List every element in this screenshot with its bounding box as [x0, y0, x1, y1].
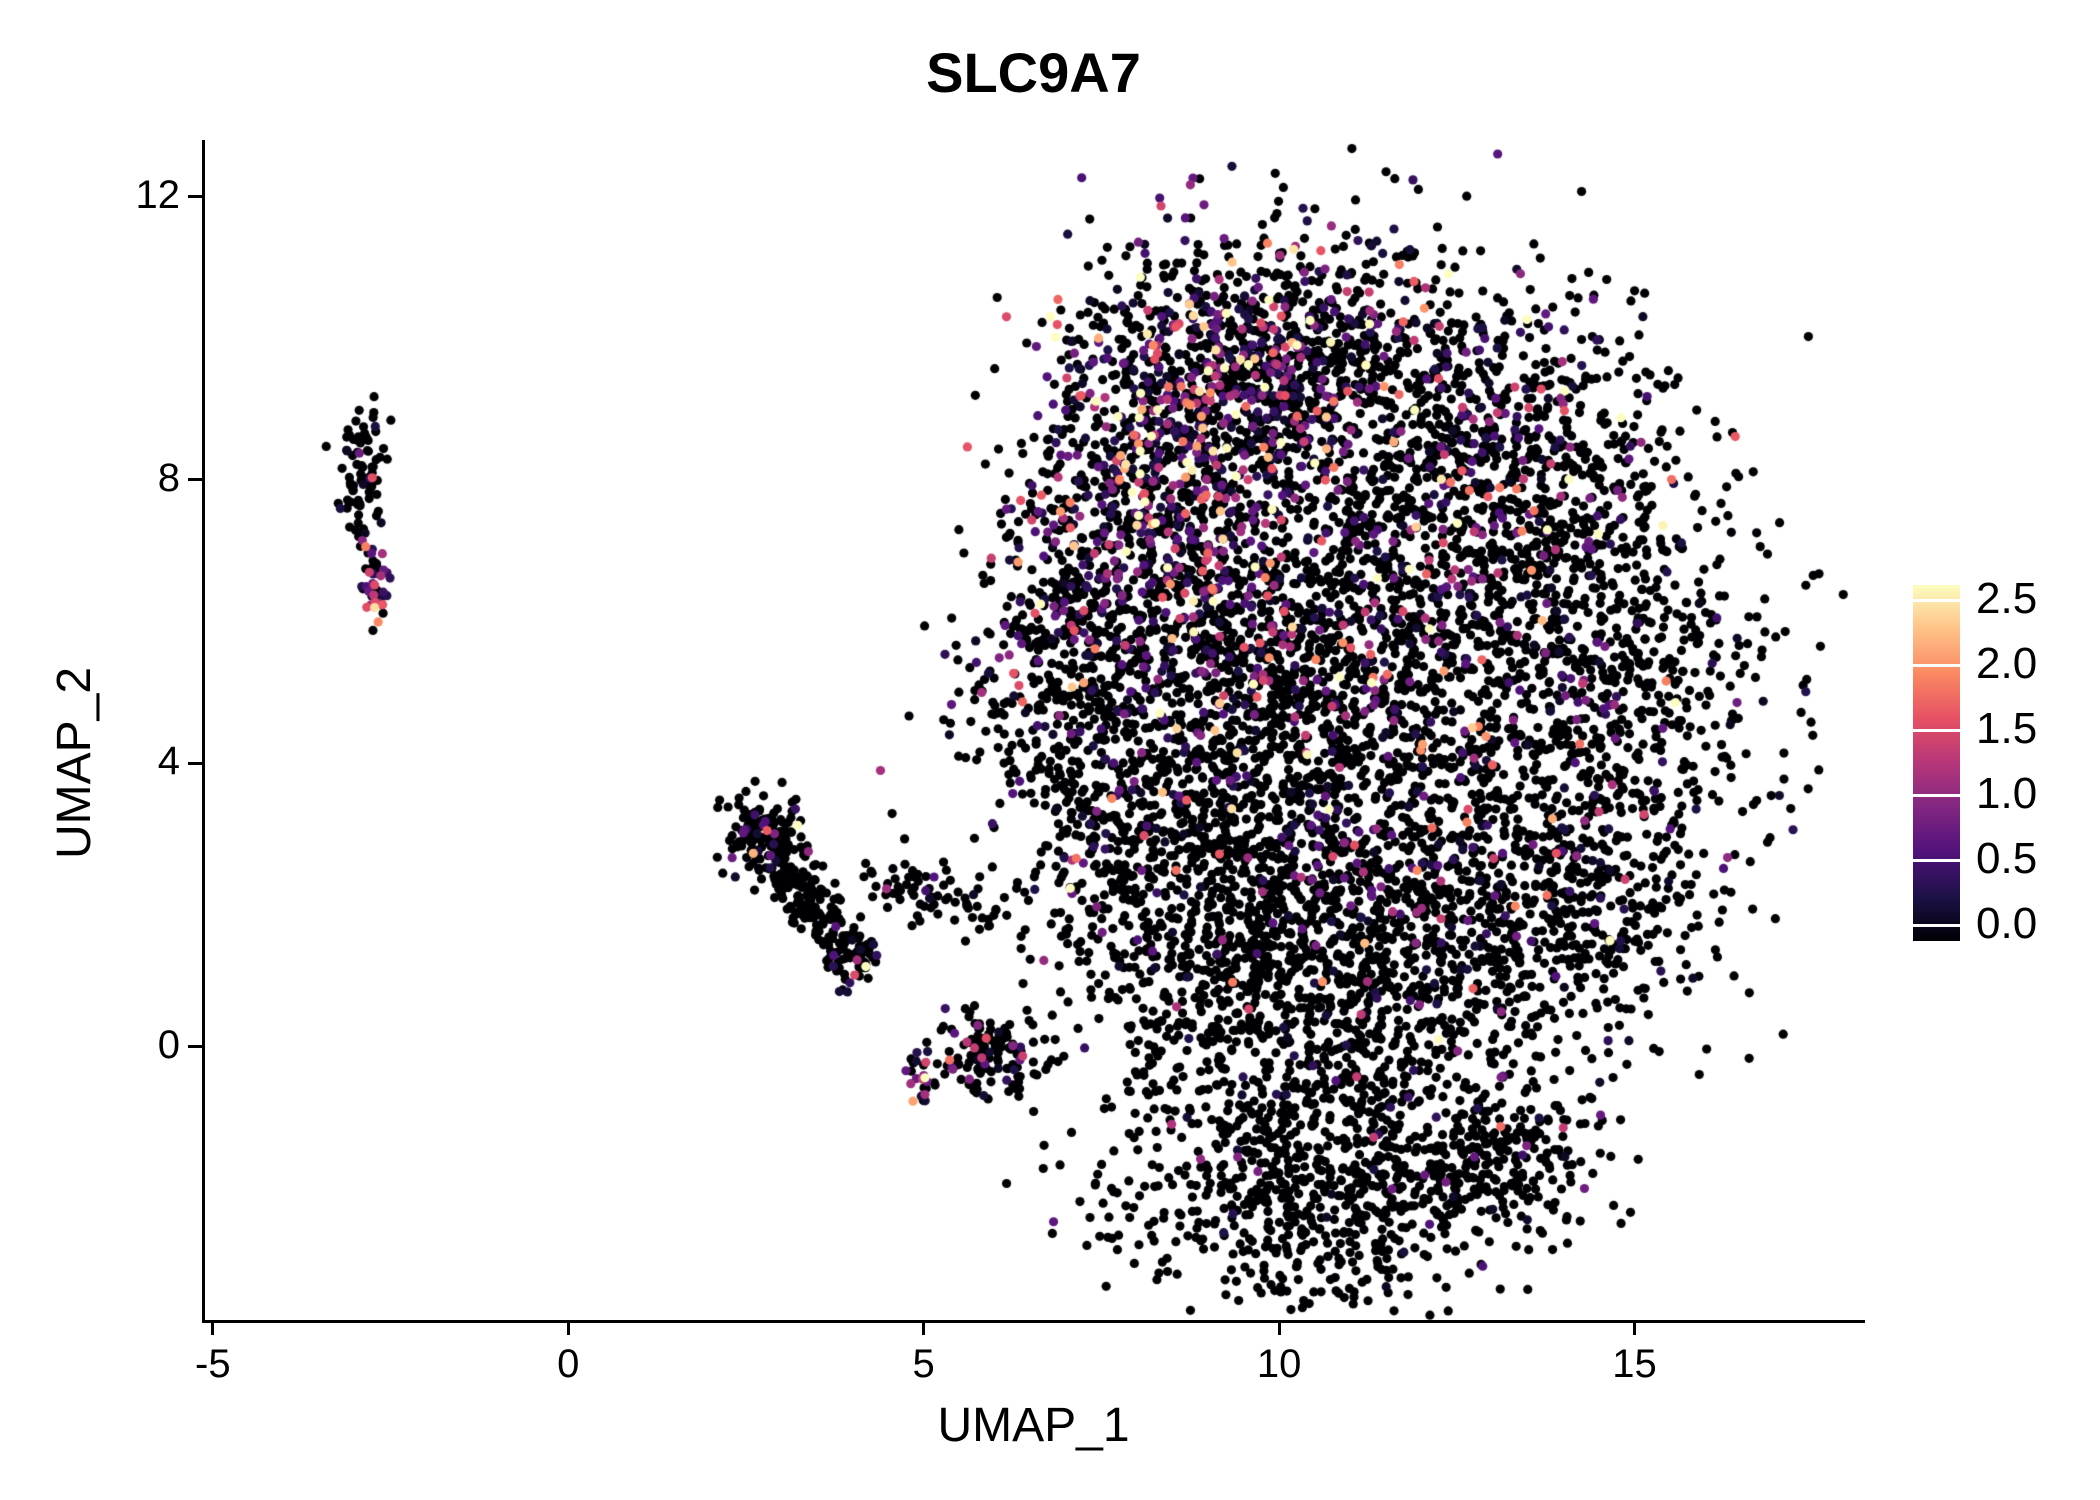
y-tick-label: 0: [157, 1022, 180, 1067]
colorbar-tick-mark: [1913, 728, 1960, 732]
x-tick-mark: [1277, 1321, 1281, 1335]
x-axis-title: UMAP_1: [937, 1399, 1130, 1452]
legend-tick-label: 1.0: [1976, 769, 2038, 818]
legend-tick-label: 2.5: [1976, 574, 2038, 623]
colorbar-tick-mark: [1913, 598, 1960, 602]
y-tick-mark: [188, 1045, 202, 1049]
x-axis-line: [202, 1320, 1865, 1323]
chart-title: SLC9A7: [926, 41, 1141, 104]
colorbar-tick-mark: [1913, 793, 1960, 797]
x-tick-mark: [1633, 1321, 1637, 1335]
y-tick-label: 4: [157, 739, 180, 784]
colorbar-gradient: [1913, 585, 1960, 941]
legend-tick-label: 0.0: [1976, 899, 2038, 948]
x-tick-label: 10: [1256, 1342, 1302, 1386]
x-tick-mark: [922, 1321, 926, 1335]
y-tick-mark: [188, 478, 202, 482]
y-tick-mark: [188, 195, 202, 199]
legend-tick-label: 1.5: [1976, 704, 2038, 753]
y-axis-line: [202, 140, 205, 1323]
x-tick-mark: [211, 1321, 215, 1335]
colorbar-tick-mark: [1913, 923, 1960, 927]
x-tick-label: 15: [1612, 1342, 1657, 1386]
y-tick-label: 8: [157, 455, 180, 500]
x-tick-label: 5: [912, 1342, 935, 1386]
colorbar-tick-mark: [1913, 663, 1960, 667]
y-tick-mark: [188, 761, 202, 765]
legend-tick-label: 2.0: [1976, 639, 2038, 688]
x-tick-label: 0: [557, 1342, 580, 1386]
y-tick-label: 12: [135, 172, 181, 217]
colorbar-tick-mark: [1913, 858, 1960, 862]
legend-tick-label: 0.5: [1976, 834, 2038, 883]
x-tick-label: -5: [195, 1342, 231, 1386]
x-tick-mark: [566, 1321, 570, 1335]
expression-colorbar-legend: [1913, 585, 1960, 941]
